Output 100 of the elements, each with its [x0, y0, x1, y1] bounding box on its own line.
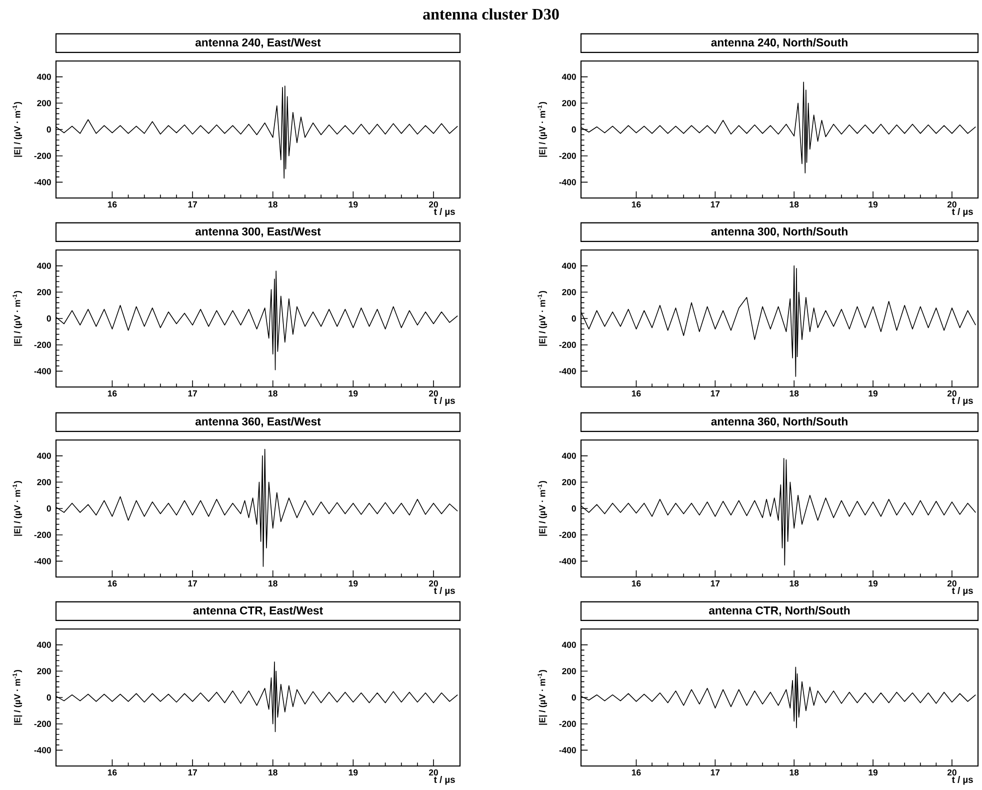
x-axis-title: t / µs: [952, 397, 973, 406]
x-tick-label: 20: [947, 201, 956, 208]
x-tick-label: 17: [710, 580, 720, 586]
text: antenna cluster D30: [423, 8, 559, 20]
x-tick-label: 18: [790, 580, 799, 587]
y-tick-label: -200: [34, 720, 51, 727]
x-tick-label: 20: [947, 580, 956, 587]
y-tick-label: 0: [572, 315, 576, 322]
y-tick-label: 400: [562, 452, 576, 459]
x-tick-label: 20: [428, 580, 438, 587]
y-tick-label: 400: [36, 452, 51, 459]
x-tick-label: 17: [188, 201, 197, 208]
y-tick-label: 200: [562, 479, 576, 486]
chart-title: antenna CTR, North/South: [709, 606, 850, 616]
x-axis-title: t / µs: [952, 208, 973, 217]
x-tick-label: 19: [348, 390, 358, 397]
x-tick-label: 18: [268, 390, 278, 397]
y-tick-label: 400: [562, 642, 576, 648]
y-axis-title: |E| / (µV · m$^{-1}$): [12, 291, 22, 346]
x-tick-label: 19: [868, 201, 878, 208]
y-tick-label: -200: [559, 532, 576, 538]
y-tick-label: 200: [37, 289, 51, 296]
x-tick-label: 20: [428, 201, 438, 208]
x-tick-label: 20: [428, 390, 438, 397]
x-tick-label: 16: [108, 580, 117, 587]
y-tick-label: -200: [34, 342, 51, 348]
y-tick-label: 0: [46, 126, 51, 133]
y-tick-label: -400: [559, 747, 576, 754]
x-tick-label: 19: [868, 580, 878, 587]
y-tick-label: -400: [559, 368, 576, 374]
y-tick-label: -200: [34, 532, 51, 538]
x-tick-label: 17: [710, 201, 720, 208]
y-tick-label: 0: [46, 505, 51, 512]
y-tick-label: 200: [562, 668, 576, 674]
x-axis-title: t / µs: [952, 587, 973, 596]
y-tick-label: 200: [562, 289, 576, 296]
y-tick-label: 400: [36, 74, 51, 80]
y-tick-label: -400: [34, 179, 51, 186]
y-axis-title: |E| / (µV · m$^{-1}$): [12, 670, 22, 725]
y-axis-title: |E| / (µV · m$^{-1}$): [12, 102, 22, 157]
x-tick-label: 18: [790, 390, 799, 397]
x-tick-label: 19: [348, 580, 358, 587]
y-axis-title: |E| / (µV · m$^{-1}$): [538, 481, 548, 536]
x-tick-label: 17: [188, 580, 197, 586]
chart-title: antenna 300, North/South: [711, 227, 848, 238]
x-tick-label: 16: [632, 580, 641, 587]
y-tick-label: 200: [37, 668, 51, 674]
x-tick-label: 17: [188, 769, 197, 776]
x-tick-label: 16: [632, 390, 641, 397]
y-tick-label: 200: [562, 100, 576, 106]
y-tick-label: -400: [559, 179, 576, 186]
x-tick-label: 19: [868, 390, 878, 397]
chart-title: antenna 240, North/South: [711, 38, 848, 48]
x-tick-label: 17: [710, 769, 720, 776]
chart-title: antenna CTR, East/West: [193, 606, 323, 616]
chart-title: antenna 300, East/West: [195, 227, 321, 238]
y-tick-label: 0: [46, 315, 51, 322]
y-axis-title: |E| / (µV · m$^{-1}$): [538, 670, 548, 725]
y-tick-label: 0: [572, 126, 576, 133]
y-tick-label: -400: [34, 368, 51, 374]
x-tick-label: 16: [108, 201, 117, 208]
x-tick-label: 18: [790, 201, 799, 208]
y-tick-label: 200: [37, 479, 51, 486]
y-tick-label: 400: [562, 262, 576, 269]
y-tick-label: 0: [46, 694, 51, 701]
y-axis-title: |E| / (µV · m$^{-1}$): [12, 481, 22, 536]
x-tick-label: 16: [108, 769, 117, 776]
x-tick-label: 18: [268, 580, 278, 587]
y-tick-label: 0: [572, 694, 576, 701]
x-tick-label: 18: [790, 769, 799, 776]
y-tick-label: -200: [559, 720, 576, 727]
x-tick-label: 18: [268, 201, 278, 208]
y-tick-label: 0: [572, 505, 576, 512]
x-tick-label: 20: [947, 769, 956, 776]
x-tick-label: 20: [428, 769, 438, 776]
chart-title: antenna 360, East/West: [195, 417, 321, 428]
x-tick-label: 17: [710, 390, 720, 396]
x-tick-label: 16: [632, 769, 641, 776]
y-axis-title: |E| / (µV · m$^{-1}$): [538, 291, 548, 346]
y-tick-label: -400: [559, 558, 576, 564]
y-tick-label: 400: [562, 74, 576, 80]
chart-title: antenna 240, East/West: [195, 38, 321, 48]
y-tick-label: 400: [36, 642, 51, 648]
x-tick-label: 18: [268, 769, 278, 776]
x-axis-title: t / µs: [952, 776, 973, 785]
y-axis-title: |E| / (µV · m$^{-1}$): [538, 102, 548, 157]
x-tick-label: 16: [632, 201, 641, 208]
y-tick-label: -400: [34, 558, 51, 564]
x-tick-label: 17: [188, 390, 197, 396]
x-axis-title: t / µs: [434, 208, 455, 217]
x-tick-label: 20: [947, 390, 956, 397]
x-axis-title: t / µs: [434, 776, 455, 785]
y-tick-label: -200: [559, 342, 576, 348]
y-tick-label: 200: [37, 100, 51, 106]
y-tick-label: -400: [34, 747, 51, 754]
x-tick-label: 19: [348, 201, 358, 208]
x-tick-label: 19: [348, 769, 358, 776]
y-tick-label: -200: [559, 152, 576, 159]
x-axis-title: t / µs: [434, 587, 455, 596]
y-tick-label: -200: [34, 152, 51, 159]
